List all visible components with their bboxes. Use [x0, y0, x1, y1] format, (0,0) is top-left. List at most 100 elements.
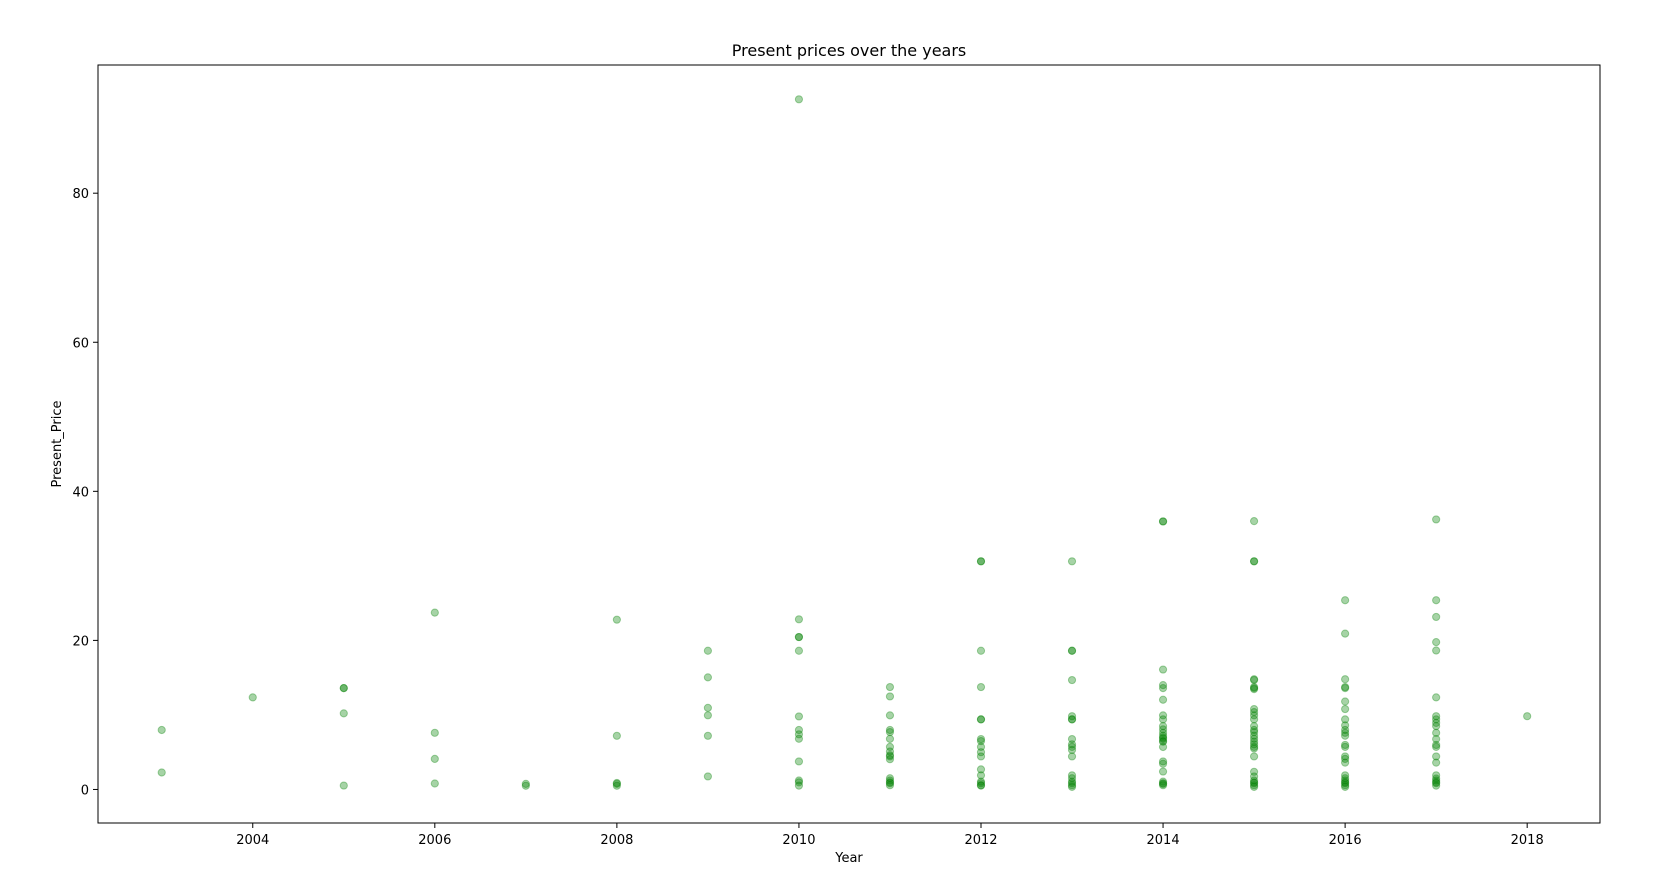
data-point: [1249, 707, 1259, 717]
data-point: [1158, 733, 1168, 742]
data-point: [1249, 711, 1259, 720]
data-point: [430, 608, 439, 617]
data-point: [1341, 725, 1350, 735]
data-point: [885, 747, 895, 756]
data-point: [1341, 754, 1350, 764]
data-point: [1067, 675, 1077, 685]
data-point: [976, 646, 986, 655]
data-point: [885, 725, 895, 735]
data-point: [1249, 557, 1259, 566]
data-point: [1432, 646, 1441, 655]
data-point: [1249, 704, 1259, 714]
data-point: [1067, 782, 1077, 791]
y-tick-label: 20: [72, 634, 89, 649]
data-point: [1432, 742, 1441, 752]
data-point: [794, 646, 804, 655]
data-point: [1158, 731, 1168, 740]
x-tick-label: 2018: [1511, 833, 1544, 848]
data-point: [976, 715, 986, 724]
data-point: [1249, 675, 1259, 685]
data-point: [885, 752, 895, 761]
x-axis-label: Year: [834, 851, 863, 866]
data-point: [1341, 778, 1350, 787]
y-tick-label: 40: [72, 485, 89, 500]
data-point: [1158, 722, 1168, 731]
data-point: [1341, 782, 1350, 791]
data-point: [1249, 776, 1259, 785]
data-point: [1249, 731, 1259, 740]
data-point: [1067, 745, 1077, 755]
data-point: [1158, 665, 1168, 674]
data-point: [885, 774, 895, 783]
data-point: [157, 768, 166, 777]
data-point: [976, 781, 986, 790]
data-point: [1249, 752, 1259, 761]
data-point: [1249, 782, 1259, 791]
data-point: [521, 779, 530, 788]
data-point: [1432, 718, 1441, 728]
data-point: [885, 779, 895, 788]
data-point: [1432, 612, 1441, 622]
data-point: [1249, 725, 1259, 735]
data-point: [1158, 757, 1168, 766]
data-point: [1158, 781, 1168, 790]
data-point: [1158, 715, 1168, 724]
x-tick-label: 2010: [782, 833, 815, 848]
data-point: [1067, 715, 1077, 724]
data-point: [1249, 685, 1259, 694]
data-point: [339, 684, 348, 693]
data-point: [1249, 767, 1259, 776]
data-point: [1432, 776, 1441, 785]
data-point: [1067, 712, 1077, 721]
data-point: [1067, 557, 1077, 566]
data-point: [1432, 596, 1441, 605]
data-point: [339, 781, 348, 790]
data-point: [976, 779, 986, 788]
data-point: [885, 711, 895, 720]
data-point: [976, 752, 986, 761]
data-point: [794, 734, 804, 743]
data-point: [885, 778, 895, 787]
data-point: [976, 748, 986, 757]
data-point: [1432, 712, 1441, 721]
data-point: [1067, 734, 1077, 744]
data-point: [794, 757, 804, 766]
data-point: [1067, 771, 1077, 780]
data-point: [1432, 734, 1441, 744]
data-point: [1341, 629, 1350, 638]
data-point: [885, 776, 895, 785]
data-point: [794, 725, 804, 735]
data-point: [248, 693, 257, 702]
data-point: [1249, 742, 1259, 752]
data-point: [1432, 778, 1441, 787]
data-point: [1067, 742, 1077, 752]
data-point: [1067, 752, 1077, 761]
data-point: [1158, 517, 1168, 526]
data-point: [1158, 759, 1168, 768]
data-point: [794, 730, 804, 739]
data-point: [1341, 779, 1350, 788]
data-point: [1067, 779, 1077, 788]
data-point: [1158, 711, 1168, 720]
data-point: [1249, 675, 1259, 684]
data-point: [1158, 779, 1168, 789]
data-point: [1249, 517, 1259, 526]
data-point: [703, 772, 713, 781]
data-point: [1432, 758, 1441, 767]
data-point: [703, 703, 713, 712]
data-point: [1249, 557, 1259, 566]
data-point: [1341, 715, 1350, 724]
y-tick-label: 80: [72, 187, 89, 202]
data-point: [157, 725, 166, 735]
data-point: [1158, 725, 1168, 734]
x-axis-ticks: 2004 2006 2008 2010 2012 2014 2016 2018: [236, 823, 1544, 848]
data-point: [1158, 779, 1168, 788]
data-point: [1432, 728, 1441, 737]
data-point: [1341, 774, 1350, 783]
data-point: [1432, 715, 1441, 724]
data-point: [976, 557, 986, 566]
data-point: [1432, 752, 1441, 761]
data-point: [885, 781, 895, 790]
data-point: [794, 615, 804, 624]
